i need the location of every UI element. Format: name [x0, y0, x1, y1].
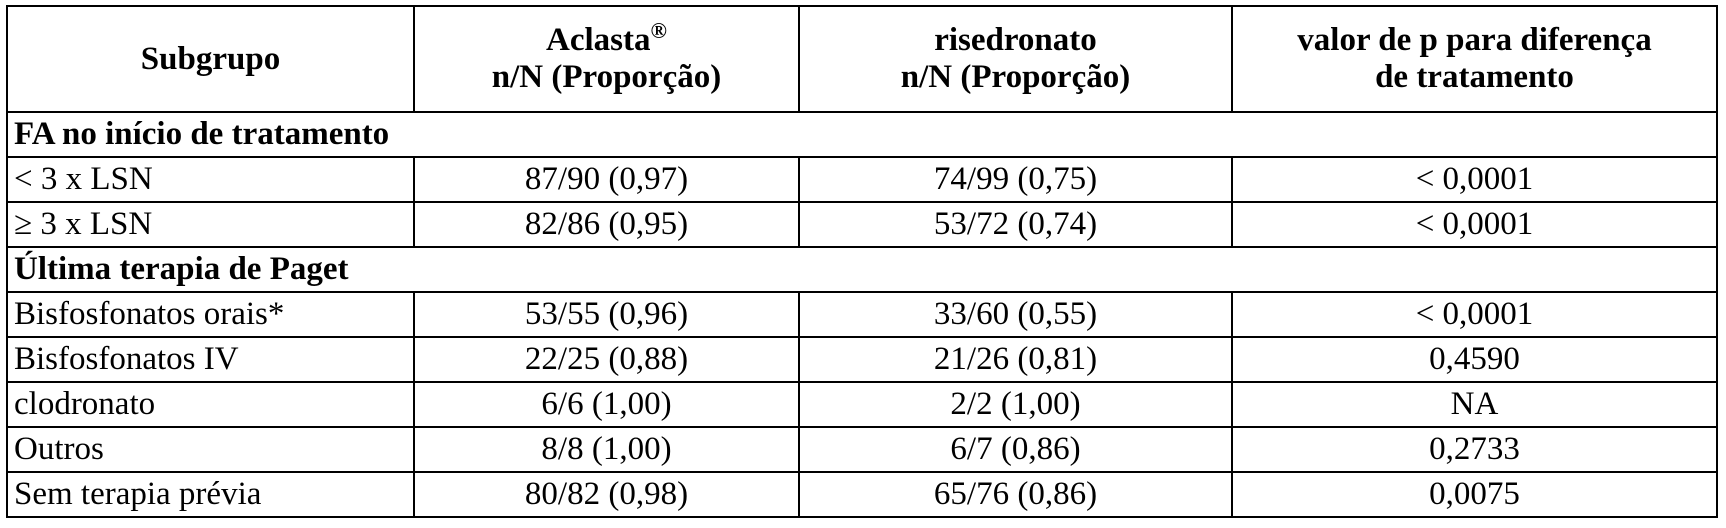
- section-row: Última terapia de Paget: [6, 246, 1718, 293]
- value-cell: < 0,0001: [1231, 201, 1718, 248]
- value-cell: 0,0075: [1231, 471, 1718, 518]
- column-header: valor de p para diferença de tratamento: [1231, 5, 1718, 113]
- subgroup-cell: ≥ 3 x LSN: [6, 201, 415, 248]
- value-cell: 80/82 (0,98): [413, 471, 800, 518]
- section-title: FA no início de tratamento: [6, 111, 1718, 158]
- subgroup-cell: Bisfosfonatos orais*: [6, 291, 415, 338]
- results-table: Subgrupo Aclasta® n/N (Proporção) risedrona…: [6, 5, 1718, 518]
- column-header: Subgrupo: [6, 5, 415, 113]
- data-row: clodronato 6/6 (1,00) 2/2 (1,00) NA: [6, 381, 1718, 428]
- subgroup-cell: Outros: [6, 426, 415, 473]
- header-line: n/N (Proporção): [491, 59, 722, 95]
- value-cell: 0,4590: [1231, 336, 1718, 383]
- section-row: FA no início de tratamento: [6, 111, 1718, 158]
- value-cell: 33/60 (0,55): [798, 291, 1233, 338]
- value-cell: < 0,0001: [1231, 291, 1718, 338]
- value-cell: 21/26 (0,81): [798, 336, 1233, 383]
- value-cell: 6/6 (1,00): [413, 381, 800, 428]
- header-line: risedronato: [934, 22, 1097, 58]
- registered-mark: ®: [650, 18, 667, 43]
- subgroup-cell: < 3 x LSN: [6, 156, 415, 203]
- value-cell: 74/99 (0,75): [798, 156, 1233, 203]
- value-cell: 2/2 (1,00): [798, 381, 1233, 428]
- header-line: valor de p para diferença: [1297, 22, 1652, 58]
- table-body: FA no início de tratamento < 3 x LSN 87/90…: [6, 111, 1718, 518]
- data-row: Outros 8/8 (1,00) 6/7 (0,86) 0,2733: [6, 426, 1718, 473]
- value-cell: 8/8 (1,00): [413, 426, 800, 473]
- value-cell: 53/55 (0,96): [413, 291, 800, 338]
- value-cell: 65/76 (0,86): [798, 471, 1233, 518]
- data-row: Bisfosfonatos orais* 53/55 (0,96) 33/60 (0…: [6, 291, 1718, 338]
- header-line: Aclasta: [546, 22, 651, 58]
- header-line: n/N (Proporção): [900, 59, 1131, 95]
- value-cell: < 0,0001: [1231, 156, 1718, 203]
- column-header: Aclasta® n/N (Proporção): [413, 5, 800, 113]
- subgroup-cell: Sem terapia prévia: [6, 471, 415, 518]
- data-row: < 3 x LSN 87/90 (0,97) 74/99 (0,75) < 0,000…: [6, 156, 1718, 203]
- subgroup-cell: Bisfosfonatos IV: [6, 336, 415, 383]
- value-cell: 53/72 (0,74): [798, 201, 1233, 248]
- column-header: risedronato n/N (Proporção): [798, 5, 1233, 113]
- value-cell: NA: [1231, 381, 1718, 428]
- value-cell: 6/7 (0,86): [798, 426, 1233, 473]
- subgroup-cell: clodronato: [6, 381, 415, 428]
- data-row: Bisfosfonatos IV 22/25 (0,88) 21/26 (0,81)…: [6, 336, 1718, 383]
- header-line: Subgrupo: [140, 40, 281, 77]
- value-cell: 22/25 (0,88): [413, 336, 800, 383]
- header-line: de tratamento: [1375, 59, 1574, 95]
- header-row: Subgrupo Aclasta® n/N (Proporção) risedrona…: [6, 5, 1718, 113]
- data-row: ≥ 3 x LSN 82/86 (0,95) 53/72 (0,74) < 0,000…: [6, 201, 1718, 248]
- section-title: Última terapia de Paget: [6, 246, 1718, 293]
- value-cell: 87/90 (0,97): [413, 156, 800, 203]
- data-row: Sem terapia prévia 80/82 (0,98) 65/76 (0,8…: [6, 471, 1718, 518]
- value-cell: 82/86 (0,95): [413, 201, 800, 248]
- value-cell: 0,2733: [1231, 426, 1718, 473]
